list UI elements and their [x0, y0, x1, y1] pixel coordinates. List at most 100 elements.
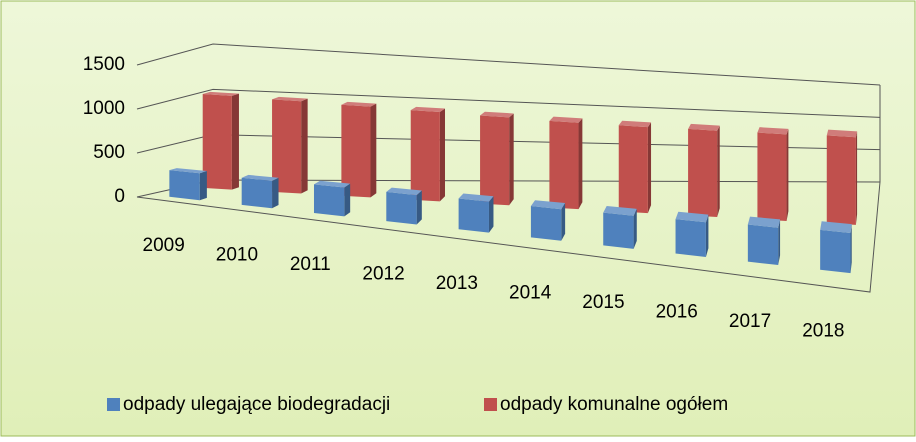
- bar-top: [386, 187, 422, 196]
- legend-swatch: [107, 398, 120, 411]
- bar-top: [169, 168, 207, 174]
- bar-top: [757, 127, 789, 135]
- bar-side: [647, 122, 652, 214]
- bar-side: [272, 177, 279, 209]
- x-tick-label: 2015: [582, 292, 624, 313]
- y-tick-label: 0: [114, 186, 125, 207]
- bar-side: [578, 118, 583, 210]
- bar-front: [480, 115, 510, 206]
- bar: [757, 127, 789, 221]
- bar-front: [675, 219, 706, 257]
- y-tick-label: 500: [93, 142, 125, 163]
- bar-front: [757, 132, 787, 221]
- bar: [169, 168, 207, 201]
- bar-front: [341, 104, 371, 198]
- bar-side: [488, 196, 494, 233]
- floor-edge: [136, 181, 881, 293]
- bar: [675, 211, 709, 257]
- bar-side: [301, 98, 308, 194]
- x-tick-label: 2009: [143, 235, 185, 256]
- bar-top: [241, 174, 279, 181]
- bar-side: [850, 224, 852, 274]
- bar-side: [855, 131, 858, 225]
- bar-top: [549, 116, 583, 123]
- bar-front: [618, 125, 648, 214]
- bar-top: [458, 193, 494, 202]
- bar-front: [820, 229, 851, 274]
- bar: [241, 174, 279, 209]
- bar-front: [272, 99, 302, 194]
- bar-side: [561, 203, 566, 241]
- bar: [826, 129, 858, 225]
- bar-top: [747, 216, 781, 228]
- x-tick-label: 2014: [509, 282, 552, 303]
- bar: [603, 206, 637, 249]
- bar-front: [826, 135, 856, 225]
- bar-top: [603, 206, 637, 216]
- x-tick-label: 2016: [656, 301, 698, 322]
- bar: [458, 193, 494, 233]
- grid-line: [136, 88, 881, 118]
- bar-top: [313, 180, 351, 188]
- bar-side: [633, 208, 637, 249]
- bar-top: [202, 91, 239, 96]
- bar-front: [603, 212, 634, 249]
- bar-side: [439, 108, 446, 202]
- bar-side: [509, 113, 514, 206]
- bar-top: [618, 120, 652, 128]
- bar: [480, 111, 514, 206]
- bar-front: [747, 224, 779, 266]
- bar-top: [272, 96, 308, 102]
- x-tick-label: 2012: [362, 263, 404, 284]
- y-tick-label: 1000: [83, 98, 125, 119]
- bar-top: [530, 200, 566, 210]
- bar: [530, 200, 566, 241]
- bar-front: [458, 198, 489, 233]
- bar: [747, 216, 781, 266]
- bar-front: [688, 128, 718, 218]
- bar-front: [410, 110, 440, 202]
- bar-top: [480, 111, 514, 118]
- bar-front: [549, 120, 579, 210]
- bar-side: [344, 183, 351, 217]
- bar-top: [688, 123, 720, 131]
- bar: [410, 106, 446, 202]
- bar-top: [675, 211, 709, 223]
- bar: [688, 123, 720, 218]
- bar-top: [826, 129, 858, 138]
- bar-top: [410, 106, 446, 113]
- legend-label: odpady ulegające biodegradacji: [123, 394, 390, 415]
- bar: [618, 120, 652, 214]
- y-tick-label: 1500: [83, 54, 125, 75]
- bar: [313, 180, 351, 217]
- x-tick-label: 2011: [290, 254, 331, 275]
- bar: [272, 96, 308, 194]
- bar-front: [386, 191, 417, 225]
- legend-swatch: [484, 398, 497, 411]
- legend-label: odpady komunalne ogółem: [500, 394, 728, 415]
- bar-front: [202, 94, 232, 190]
- bar-front: [241, 177, 273, 209]
- bar-side: [416, 190, 422, 225]
- bar: [202, 91, 239, 190]
- bar-side: [199, 170, 207, 201]
- bar-side: [717, 125, 720, 218]
- bar-side: [705, 214, 709, 257]
- bar: [341, 101, 377, 198]
- x-tick-label: 2010: [216, 244, 258, 265]
- bar-front: [313, 184, 345, 217]
- bar-front: [530, 206, 562, 241]
- x-tick-label: 2018: [802, 320, 844, 341]
- bar-front: [169, 170, 200, 201]
- bar: [820, 221, 852, 274]
- bar-side: [231, 93, 239, 190]
- x-tick-label: 2017: [729, 311, 771, 332]
- bar-side: [786, 128, 789, 221]
- bar-side: [370, 103, 377, 198]
- x-tick-label: 2013: [436, 273, 478, 294]
- grid-line: [136, 43, 881, 86]
- bar-top: [820, 221, 852, 234]
- bar-side: [778, 219, 781, 266]
- bar: [549, 116, 583, 210]
